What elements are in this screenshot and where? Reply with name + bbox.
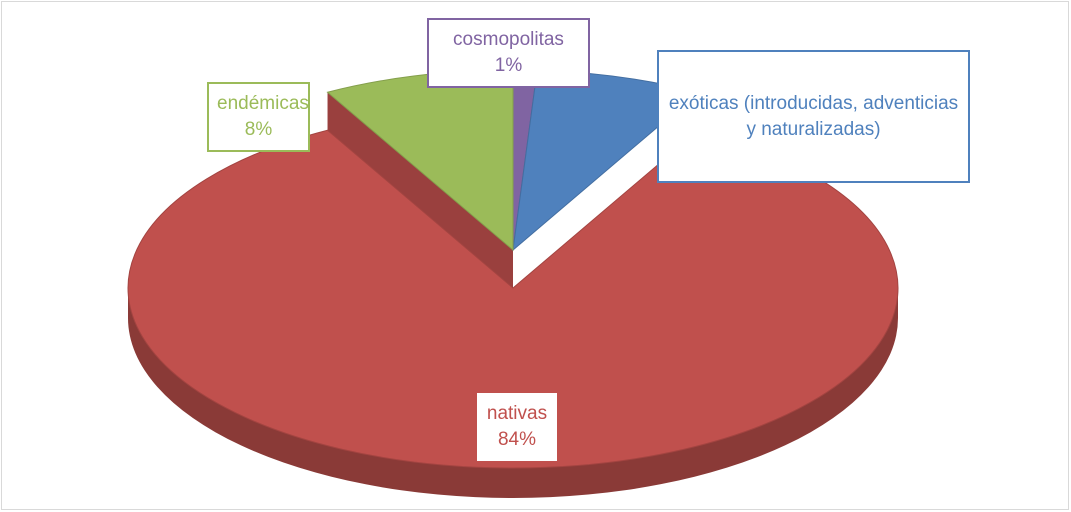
label-value: 1% [494,55,523,76]
data-label: nativas 84% [477,393,557,461]
label-value: 8% [244,119,273,140]
slice-side [128,288,898,498]
data-label: exóticas (introducidas, adventicias y na… [657,50,970,183]
slice [127,129,899,469]
pie [127,69,899,498]
slice-cut [327,92,513,288]
label-category: nativas [486,403,548,424]
label-category: endémicas [217,93,309,114]
label-category: exóticas (introducidas, adventicias y na… [668,92,959,140]
label-value: 84% [497,429,537,450]
label-category: cosmopolitas [453,29,564,50]
data-label: cosmopolitas 1% [427,18,590,88]
data-label: endémicas 8% [207,82,310,152]
